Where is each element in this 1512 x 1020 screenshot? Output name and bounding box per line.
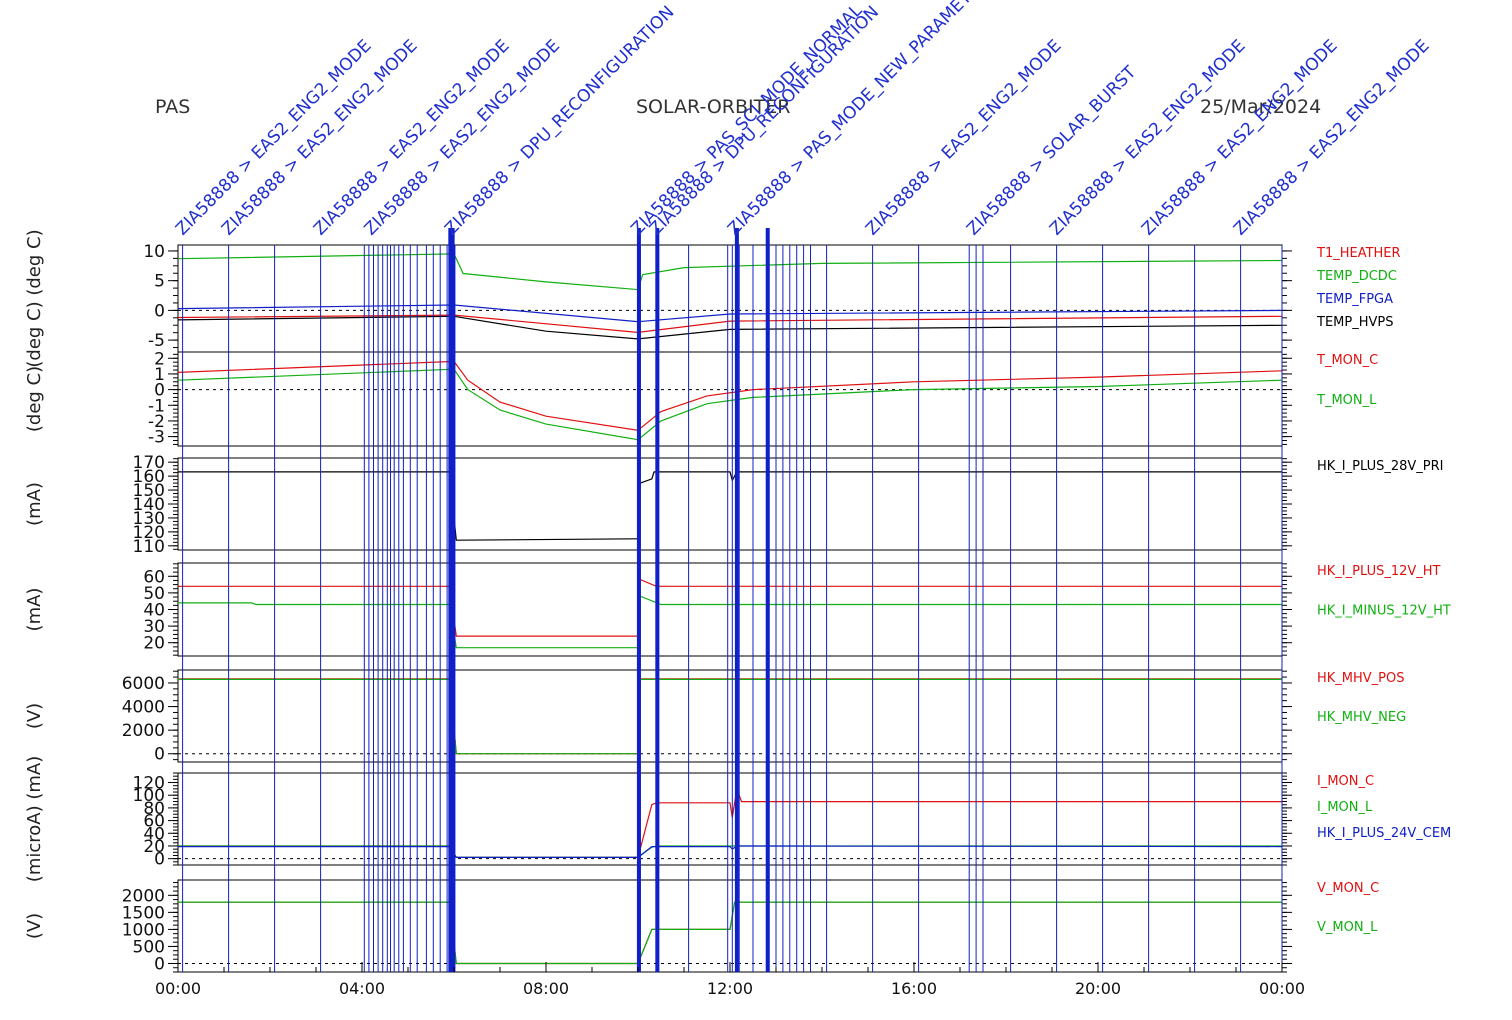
y-tick-label: 500: [133, 937, 165, 957]
y-tick-label: 160: [133, 467, 165, 487]
y-tick-label: 40: [143, 601, 165, 621]
y-tick-label: 6000: [122, 674, 165, 694]
y-tick-label: 30: [143, 617, 165, 637]
y-tick-label: 40: [143, 824, 165, 844]
legend-entry: TEMP_DCDC: [1316, 269, 1397, 284]
series-line-hk-i-plus-24v-cem: [178, 845, 1283, 859]
y-tick-label: -2: [148, 412, 165, 432]
series-line-hk-i-plus-28v-pri: [178, 471, 1282, 541]
y-tick-label: 1500: [122, 903, 165, 923]
y-tick-label: 140: [133, 495, 165, 515]
y-tick-label: 0: [154, 381, 165, 401]
y-tick-label: 4000: [122, 698, 165, 718]
x-tick-label: 00:00: [155, 979, 201, 998]
legend-entry: HK_MHV_NEG: [1317, 710, 1406, 725]
series-line-temp-dcdc: [177, 253, 1283, 291]
y-axis-label: (deg C): [24, 366, 45, 432]
legend-entry: I_MON_L: [1317, 800, 1373, 815]
date-title: 25/Mar/2024: [1200, 96, 1322, 118]
y-axis-label: (deg C) (deg C): [24, 229, 45, 367]
y-tick-label: 20: [143, 837, 165, 857]
legend-entry: HK_MHV_POS: [1317, 671, 1405, 686]
y-tick-label: 0: [154, 954, 165, 974]
y-tick-label: 0: [154, 745, 165, 765]
legend-entry: HK_I_MINUS_12V_HT: [1317, 603, 1451, 618]
y-tick-label: 10: [143, 242, 165, 262]
x-tick-label: 20:00: [1075, 979, 1121, 998]
legend-entry: HK_I_PLUS_28V_PRI: [1317, 459, 1443, 474]
legend-entry: V_MON_C: [1317, 881, 1379, 896]
x-tick-label: 04:00: [339, 979, 385, 998]
y-tick-label: 170: [133, 453, 165, 473]
y-axis-label: (V): [24, 913, 45, 939]
series-line-temp-hvps: [177, 315, 1283, 340]
y-tick-label: 120: [133, 523, 165, 543]
event-label: ZIA58888 > SOLAR_BURST: [963, 62, 1141, 240]
x-tick-label: 16:00: [891, 979, 937, 998]
y-tick-label: 150: [133, 481, 165, 501]
y-tick-label: 5: [154, 272, 165, 292]
y-axis-label: (mA): [24, 588, 45, 632]
legend-entry: V_MON_L: [1317, 920, 1378, 935]
series-line-t-mon-l: [177, 368, 1283, 441]
y-tick-label: -1: [148, 396, 165, 416]
series-line-hk-mhv-pos: [178, 678, 1282, 755]
series-line-t-mon-c: [177, 360, 1283, 431]
series-line-i-mon-l: [178, 845, 1282, 859]
series-line-v-mon-l: [178, 901, 1282, 965]
y-tick-label: 2000: [122, 721, 165, 741]
panel-frame: [177, 562, 1283, 657]
y-tick-label: -3: [148, 428, 165, 448]
legend-entry: T_MON_C: [1316, 353, 1378, 368]
y-tick-label: 100: [133, 786, 165, 806]
y-tick-label: 60: [143, 812, 165, 832]
panel-frame: [177, 772, 1283, 866]
panel-frame: [177, 669, 1283, 763]
series-line-hk-i-plus-12v-ht: [178, 578, 1282, 637]
legend-entry: TEMP_FPGA: [1316, 292, 1393, 307]
y-tick-label: 80: [143, 799, 165, 819]
y-tick-label: 20: [143, 634, 165, 654]
y-tick-label: 120: [133, 774, 165, 794]
y-tick-label: 2: [154, 349, 165, 369]
series-line-v-mon-c: [178, 901, 1282, 965]
y-tick-label: 50: [143, 584, 165, 604]
y-tick-label: 0: [154, 850, 165, 870]
y-tick-label: 1: [154, 365, 165, 385]
x-tick-label: 12:00: [707, 979, 753, 998]
y-axis-label: (microA) (mA): [24, 756, 45, 882]
legend-entry: T_MON_L: [1316, 393, 1377, 408]
x-tick-label: 00:00: [1259, 979, 1305, 998]
event-label: ZIA58888 > EAS2_ENG2_MODE: [1230, 36, 1433, 239]
instrument-title: PAS: [155, 96, 191, 118]
legend-entry: I_MON_C: [1317, 774, 1374, 789]
y-tick-label: -5: [148, 331, 165, 351]
legend-entry: T1_HEATHER: [1316, 246, 1401, 261]
y-tick-label: 2000: [122, 886, 165, 906]
y-tick-label: 110: [133, 537, 165, 557]
y-axis-label: (mA): [24, 482, 45, 526]
y-tick-label: 1000: [122, 920, 165, 940]
series-line-hk-i-minus-12v-ht: [178, 595, 1282, 649]
y-tick-label: 130: [133, 509, 165, 529]
x-tick-label: 08:00: [523, 979, 569, 998]
y-tick-label: 0: [154, 301, 165, 321]
y-axis-label: (V): [24, 703, 45, 729]
series-line-temp-fpga: [177, 304, 1283, 323]
legend-entry: HK_I_PLUS_12V_HT: [1317, 564, 1441, 579]
event-label: ZIA58888 > EAS2_ENG2_MODE: [1138, 36, 1341, 239]
y-tick-label: 60: [143, 567, 165, 587]
series-line-hk-mhv-neg: [178, 678, 1282, 755]
legend-entry: HK_I_PLUS_24V_CEM: [1317, 826, 1451, 841]
legend-entry: TEMP_HVPS: [1316, 315, 1393, 330]
mission-title: SOLAR-ORBITER: [636, 96, 791, 118]
